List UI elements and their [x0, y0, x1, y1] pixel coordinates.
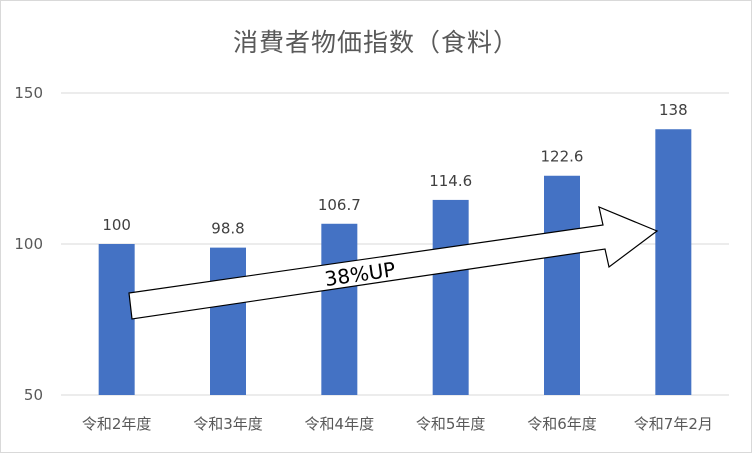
y-tick-label: 100 [14, 235, 43, 253]
data-label: 114.6 [429, 172, 472, 190]
category-label: 令和3年度 [193, 415, 263, 433]
category-label: 令和6年度 [527, 415, 597, 433]
data-label: 98.8 [211, 220, 244, 238]
bar [98, 244, 135, 395]
trend-arrow [128, 206, 659, 320]
bar [210, 247, 246, 395]
bar [432, 199, 469, 395]
data-label: 138 [659, 101, 688, 119]
bar [544, 175, 580, 395]
bar [655, 129, 692, 396]
data-label: 122.6 [541, 148, 584, 166]
y-tick-label: 150 [14, 84, 43, 102]
data-label: 106.7 [318, 196, 361, 214]
category-label: 令和5年度 [416, 415, 486, 433]
y-tick-label: 50 [24, 386, 43, 404]
category-label: 令和7年2月 [634, 415, 713, 433]
category-label: 令和4年度 [305, 415, 375, 433]
bar [321, 223, 358, 395]
category-label: 令和2年度 [82, 415, 152, 433]
data-label: 100 [102, 216, 131, 234]
chart-title: 消費者物価指数（食料） [232, 28, 519, 57]
